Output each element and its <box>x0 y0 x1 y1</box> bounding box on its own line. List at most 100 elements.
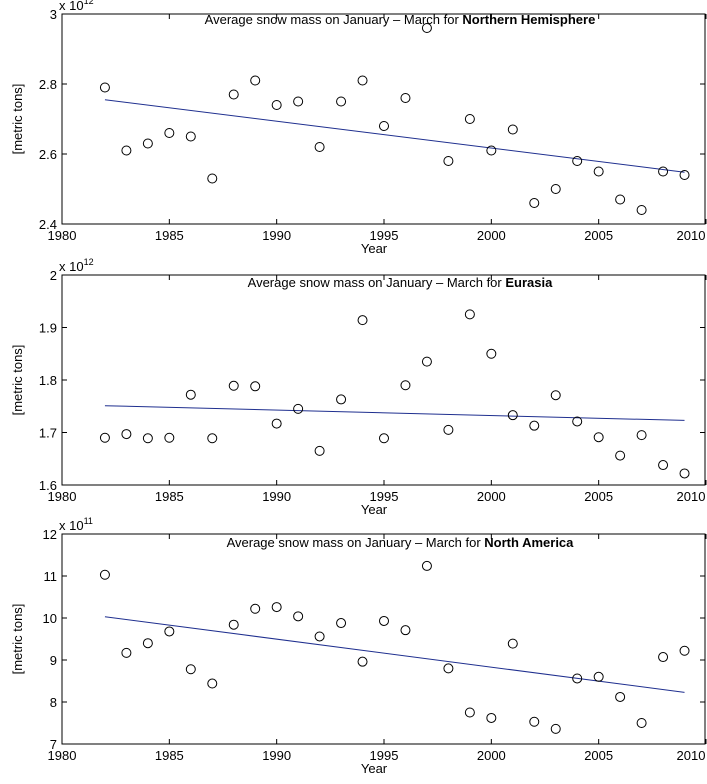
y-axis-label: [metric tons] <box>10 84 25 155</box>
y-tick-label: 2.6 <box>39 147 57 162</box>
data-point <box>593 671 604 682</box>
x-tick-label: 2005 <box>584 228 613 243</box>
data-point <box>615 194 626 205</box>
data-point <box>507 410 518 421</box>
x-tick-label: 1985 <box>155 489 184 504</box>
chart-title: Average snow mass on January – March for… <box>248 275 553 290</box>
data-point <box>443 663 454 674</box>
data-point <box>336 618 347 629</box>
data-point <box>164 626 175 637</box>
chart-title-region: Eurasia <box>505 275 553 290</box>
x-tick-label: 2000 <box>477 748 506 763</box>
data-point <box>142 433 153 444</box>
data-point <box>443 424 454 435</box>
x-tick-label: 1995 <box>370 228 399 243</box>
data-point <box>293 611 304 622</box>
y-tick-label: 11 <box>44 569 58 584</box>
data-point <box>271 602 282 613</box>
data-point <box>164 432 175 443</box>
axis-multiplier-exp: 11 <box>84 516 93 526</box>
y-tick-label: 1.6 <box>39 478 57 493</box>
plot-frame <box>61 274 706 486</box>
data-point <box>529 198 540 208</box>
data-point <box>228 89 239 100</box>
data-point <box>550 723 561 734</box>
trend-line <box>104 405 685 421</box>
data-point <box>679 468 690 479</box>
data-point <box>185 389 196 400</box>
axis-multiplier: x 1011 <box>59 516 93 533</box>
trend-line <box>104 99 685 173</box>
y-tick-label: 3 <box>50 7 57 22</box>
data-point <box>99 569 110 580</box>
x-tick-label: 2005 <box>584 748 613 763</box>
data-point <box>421 356 432 367</box>
y-tick-label: 7 <box>50 737 57 752</box>
data-point <box>99 82 110 93</box>
data-point <box>443 156 454 166</box>
y-tick-label: 10 <box>43 611 57 626</box>
data-point <box>293 403 304 414</box>
y-axis-label: [metric tons] <box>10 345 25 416</box>
x-tick-label: 1990 <box>262 748 291 763</box>
data-point <box>486 145 497 156</box>
x-tick-label: 1980 <box>48 489 77 504</box>
y-tick-label: 8 <box>50 695 57 710</box>
data-point <box>99 432 110 443</box>
data-point <box>464 707 475 718</box>
data-point <box>464 114 475 124</box>
data-point <box>357 656 368 667</box>
x-tick-label: 1990 <box>262 489 291 504</box>
data-point <box>121 647 132 658</box>
data-point <box>550 390 561 401</box>
y-tick-label: 1.9 <box>39 321 57 336</box>
data-point <box>593 166 604 177</box>
data-point <box>529 716 540 727</box>
data-point <box>185 131 196 142</box>
data-point <box>658 460 669 471</box>
data-point <box>679 645 690 656</box>
chart-panel-1: Average snow mass on January – March for… <box>10 0 707 256</box>
y-tick-label: 9 <box>50 653 57 668</box>
chart-panels: Average snow mass on January – March for… <box>10 0 707 776</box>
data-point <box>336 394 347 405</box>
chart-title-region: North America <box>484 535 574 550</box>
axis-multiplier: x 1012 <box>59 0 94 13</box>
data-point <box>228 619 239 630</box>
x-tick-label: 1985 <box>155 748 184 763</box>
chart-title-prefix: Average snow mass on January – March for <box>227 535 485 550</box>
data-point <box>572 673 583 684</box>
x-tick-label: 2010 <box>677 228 706 243</box>
x-tick-label: 1980 <box>48 228 77 243</box>
data-point <box>314 631 325 642</box>
data-point <box>314 142 325 152</box>
data-point <box>207 173 218 184</box>
y-axis-label: [metric tons] <box>10 604 25 675</box>
x-axis-label: Year <box>361 761 388 776</box>
data-point <box>486 712 497 723</box>
data-point <box>679 170 690 180</box>
data-point <box>658 652 669 663</box>
data-point <box>615 450 626 461</box>
data-point <box>271 418 282 429</box>
data-point <box>507 124 518 135</box>
axis-multiplier-exp: 12 <box>84 257 94 267</box>
data-point <box>400 93 411 103</box>
data-point <box>572 416 583 427</box>
data-point <box>250 381 261 392</box>
data-point <box>379 433 389 444</box>
data-point <box>636 205 647 215</box>
data-point <box>529 420 540 431</box>
x-tick-label: 2010 <box>677 489 706 504</box>
data-point <box>400 625 411 636</box>
data-point <box>550 184 561 194</box>
data-point <box>507 638 518 649</box>
data-point <box>636 430 647 441</box>
data-point <box>357 315 368 326</box>
chart-panel-3: Average snow mass on January – March for… <box>10 516 707 776</box>
data-point <box>121 145 132 156</box>
axis-multiplier-base: x 10 <box>59 518 84 533</box>
x-tick-label: 2000 <box>477 228 506 243</box>
data-point <box>357 75 368 86</box>
data-point <box>228 380 239 391</box>
